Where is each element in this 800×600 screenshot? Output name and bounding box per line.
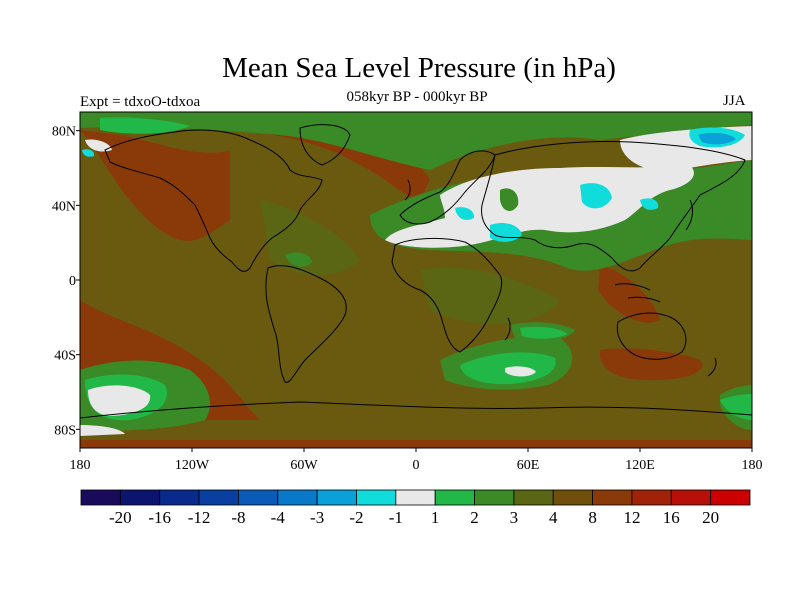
field-brown-region bbox=[80, 440, 752, 448]
longitude-axis: 180 120W 60W 0 60E 120E 180 bbox=[70, 448, 763, 473]
pressure-field bbox=[80, 112, 752, 448]
colorbar-label: -3 bbox=[310, 508, 324, 527]
colorbar-swatch bbox=[552, 489, 593, 506]
lon-tick-label: 0 bbox=[413, 458, 420, 473]
lat-tick-label: 80S bbox=[54, 423, 76, 438]
lat-tick-label: 40N bbox=[52, 199, 76, 214]
colorbar-label: -8 bbox=[231, 508, 245, 527]
experiment-label: Expt = tdxoO-tdxoa bbox=[80, 94, 201, 110]
coastlines bbox=[80, 124, 752, 419]
colorbar-label: 16 bbox=[663, 508, 680, 527]
colorbar-label: 2 bbox=[470, 508, 479, 527]
colorbar-swatch bbox=[592, 489, 633, 506]
colorbar-swatch bbox=[395, 489, 436, 506]
colorbar-label: -12 bbox=[188, 508, 211, 527]
coastline-africa bbox=[391, 237, 503, 353]
coastline-south-america bbox=[265, 265, 347, 383]
lon-tick-label: 60W bbox=[290, 458, 318, 473]
coastline-japan bbox=[685, 199, 694, 231]
colorbar-label: 3 bbox=[510, 508, 519, 527]
field-white-region bbox=[80, 425, 125, 436]
colorbar-label: -20 bbox=[109, 508, 132, 527]
field-white-region bbox=[385, 165, 694, 248]
colorbar-label: -2 bbox=[349, 508, 363, 527]
lon-tick-label: 180 bbox=[70, 458, 91, 473]
field-lightgreen-region bbox=[720, 394, 752, 420]
lon-tick-label: 120W bbox=[175, 458, 210, 473]
colorbar-swatch bbox=[670, 489, 712, 506]
field-white-region bbox=[85, 139, 112, 152]
coastline-asia bbox=[481, 141, 746, 272]
coastline-indonesia bbox=[614, 283, 661, 303]
field-lightgreen-region bbox=[520, 326, 568, 339]
colorbar-swatch bbox=[159, 489, 200, 506]
colorbar: -20 -16 -12 -8 -4 -3 -2 -1 1 2 3 4 8 12 16 20 bbox=[80, 489, 751, 527]
field-brown-region bbox=[599, 348, 703, 381]
field-cyan-region bbox=[82, 149, 95, 157]
field-brown-region bbox=[598, 265, 660, 323]
coastline-madagascar bbox=[504, 317, 511, 341]
colorbar-swatch bbox=[631, 489, 672, 506]
field-lightblue-region bbox=[698, 132, 736, 145]
lat-tick-label: 0 bbox=[69, 274, 76, 289]
lon-tick-label: 60E bbox=[517, 458, 540, 473]
colorbar-label: -1 bbox=[389, 508, 403, 527]
colorbar-swatch bbox=[710, 489, 751, 506]
colorbar-swatch bbox=[316, 489, 357, 506]
field-cyan-region bbox=[580, 183, 612, 209]
colorbar-swatch bbox=[119, 489, 161, 506]
field-green-region bbox=[80, 112, 752, 170]
coastline-australia bbox=[616, 312, 687, 360]
field-brown-region bbox=[80, 130, 230, 241]
colorbar-label: 12 bbox=[623, 508, 640, 527]
field-white-region bbox=[88, 385, 151, 416]
season-label: JJA bbox=[723, 93, 746, 109]
lat-tick-label: 40S bbox=[54, 349, 76, 364]
field-green-region bbox=[285, 252, 312, 267]
field-olive-region bbox=[260, 200, 360, 275]
colorbar-swatch bbox=[277, 489, 318, 506]
colorbar-swatch bbox=[474, 489, 515, 506]
colorbar-label: 20 bbox=[702, 508, 719, 527]
colorbar-swatch bbox=[434, 489, 475, 506]
colorbar-label: 4 bbox=[549, 508, 558, 527]
colorbar-swatch bbox=[198, 489, 239, 506]
figure-title: Mean Sea Level Pressure (in hPa) bbox=[222, 52, 616, 84]
field-lightgreen-region bbox=[100, 117, 190, 134]
field-white-region bbox=[505, 366, 536, 377]
colorbar-swatch bbox=[238, 489, 279, 506]
latitude-axis: 80N 40N 0 40S 80S bbox=[52, 125, 80, 438]
colorbar-label: -16 bbox=[148, 508, 171, 527]
field-olive-region bbox=[420, 267, 560, 324]
lon-tick-label: 120E bbox=[625, 458, 655, 473]
coastline-greenland bbox=[299, 124, 351, 166]
colorbar-swatch bbox=[513, 489, 554, 506]
lat-tick-label: 80N bbox=[52, 125, 76, 140]
coastline-antarctica bbox=[80, 401, 752, 419]
field-green-region bbox=[500, 188, 519, 212]
lon-tick-label: 180 bbox=[742, 458, 763, 473]
colorbar-swatch bbox=[356, 489, 397, 506]
colorbar-swatch bbox=[80, 489, 121, 506]
field-cyan-region bbox=[455, 207, 475, 220]
coastline-nz bbox=[707, 357, 717, 377]
field-cyan-region bbox=[640, 198, 659, 210]
coastline-uk bbox=[404, 179, 411, 201]
coastline-north-america bbox=[104, 129, 323, 272]
colorbar-label: -4 bbox=[271, 508, 286, 527]
colorbar-label: 8 bbox=[588, 508, 597, 527]
figure-subtitle: 058kyr BP - 000kyr BP bbox=[346, 89, 488, 105]
colorbar-label: 1 bbox=[431, 508, 440, 527]
